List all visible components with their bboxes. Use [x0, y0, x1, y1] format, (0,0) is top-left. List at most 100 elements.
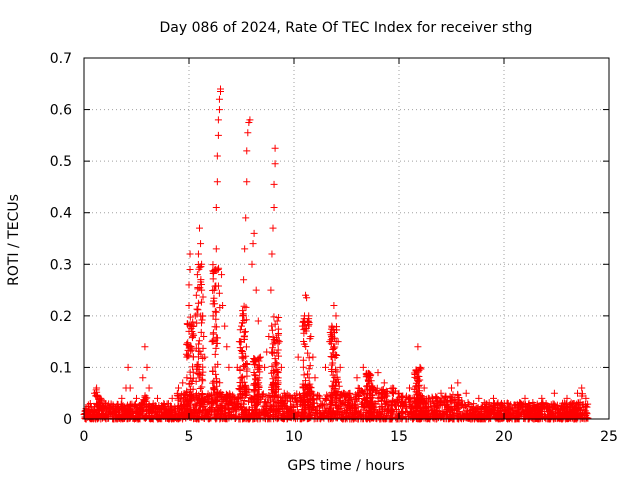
- data-point: [359, 363, 367, 371]
- data-point-background: [179, 406, 187, 414]
- data-point-background: [300, 340, 308, 348]
- data-point-background: [408, 401, 416, 409]
- data-point-background: [306, 362, 314, 370]
- data-point: [154, 394, 161, 402]
- data-point-background: [347, 402, 355, 410]
- data-point: [175, 384, 182, 392]
- tick-marks: [83, 57, 610, 420]
- data-point-background: [197, 298, 205, 306]
- data-point-background: [274, 379, 282, 387]
- data-point-background: [454, 390, 462, 398]
- data-point-background: [414, 377, 422, 385]
- data-point: [212, 245, 220, 253]
- x-tick-label: 5: [185, 429, 194, 445]
- data-point-background: [299, 356, 307, 364]
- data-point-background: [194, 299, 202, 307]
- data-point-background: [183, 401, 191, 409]
- data-point-background: [236, 326, 244, 334]
- data-point-background: [317, 400, 325, 408]
- data-point-background: [333, 395, 341, 403]
- data-point-background: [218, 411, 226, 419]
- data-point: [194, 250, 202, 258]
- y-tick-label: 0.4: [50, 206, 72, 222]
- data-point-background: [306, 335, 314, 343]
- data-point-background: [272, 334, 280, 342]
- data-point: [186, 265, 194, 273]
- data-point-background: [434, 414, 442, 422]
- data-point-background: [211, 350, 219, 358]
- data-point-background: [285, 411, 293, 419]
- data-point-background: [388, 397, 396, 405]
- data-point: [563, 394, 571, 402]
- data-point: [133, 394, 140, 402]
- data-point-background: [194, 306, 202, 314]
- data-point-background: [159, 402, 167, 410]
- data-point-background: [397, 399, 405, 407]
- data-point: [414, 343, 422, 351]
- data-point-background: [199, 355, 207, 363]
- data-point-background: [184, 399, 192, 407]
- data-point: [330, 302, 338, 310]
- data-point-background: [484, 406, 492, 414]
- data-point-background: [293, 390, 301, 398]
- data-point-background: [424, 403, 432, 411]
- data-point-background: [412, 366, 420, 374]
- data-point-background: [352, 392, 360, 400]
- data-point-background: [255, 354, 263, 362]
- data-point-background: [94, 393, 102, 401]
- data-point-background: [239, 307, 247, 315]
- data-point: [215, 106, 223, 114]
- data-point: [254, 317, 262, 325]
- data-point-background: [186, 394, 194, 402]
- data-point: [252, 286, 260, 294]
- data-point-background: [245, 398, 253, 406]
- data-point-background: [238, 406, 246, 414]
- data-point-background: [368, 412, 376, 420]
- data-point-background: [212, 344, 220, 352]
- data-point-background: [189, 318, 197, 326]
- data-point-background: [195, 340, 203, 348]
- data-point-background: [313, 396, 321, 404]
- data-point-background: [560, 399, 568, 407]
- y-tick-label: 0.5: [50, 154, 72, 170]
- data-point-background: [216, 393, 224, 401]
- data-point-background: [186, 368, 194, 376]
- data-point-background: [152, 405, 160, 413]
- data-point-background: [209, 286, 217, 294]
- data-point-background: [390, 384, 398, 392]
- data-point-background: [531, 410, 539, 418]
- data-point-background: [375, 407, 383, 415]
- data-point: [271, 160, 279, 168]
- data-point: [380, 379, 388, 387]
- data-point-background: [329, 371, 337, 379]
- plot-frame: [83, 57, 610, 420]
- data-point-background: [578, 401, 586, 409]
- data-point-background: [194, 360, 202, 368]
- data-point-background: [183, 341, 191, 349]
- data-point-background: [543, 407, 551, 415]
- data-point-background: [325, 405, 333, 413]
- data-point-background: [264, 409, 272, 417]
- data-point-background: [300, 371, 308, 379]
- data-point-background: [358, 400, 366, 408]
- data-point: [197, 240, 205, 248]
- data-point-background: [493, 406, 501, 414]
- data-point-background: [292, 395, 300, 403]
- data-point-background: [286, 398, 294, 406]
- data-point-background: [568, 408, 576, 416]
- data-point: [244, 129, 252, 137]
- data-point-background: [340, 400, 348, 408]
- data-point-background: [192, 377, 200, 385]
- data-point-background: [209, 261, 217, 269]
- data-point-background: [252, 382, 260, 390]
- data-point-background: [331, 354, 339, 362]
- data-point-background: [126, 402, 134, 410]
- data-point: [124, 363, 132, 371]
- data-point-background: [544, 402, 552, 410]
- data-point-background: [314, 391, 322, 399]
- data-point-background: [563, 405, 571, 413]
- data-point-background: [478, 408, 486, 416]
- data-point-background: [378, 386, 386, 394]
- data-point-background: [272, 373, 280, 381]
- data-point-background: [305, 319, 313, 327]
